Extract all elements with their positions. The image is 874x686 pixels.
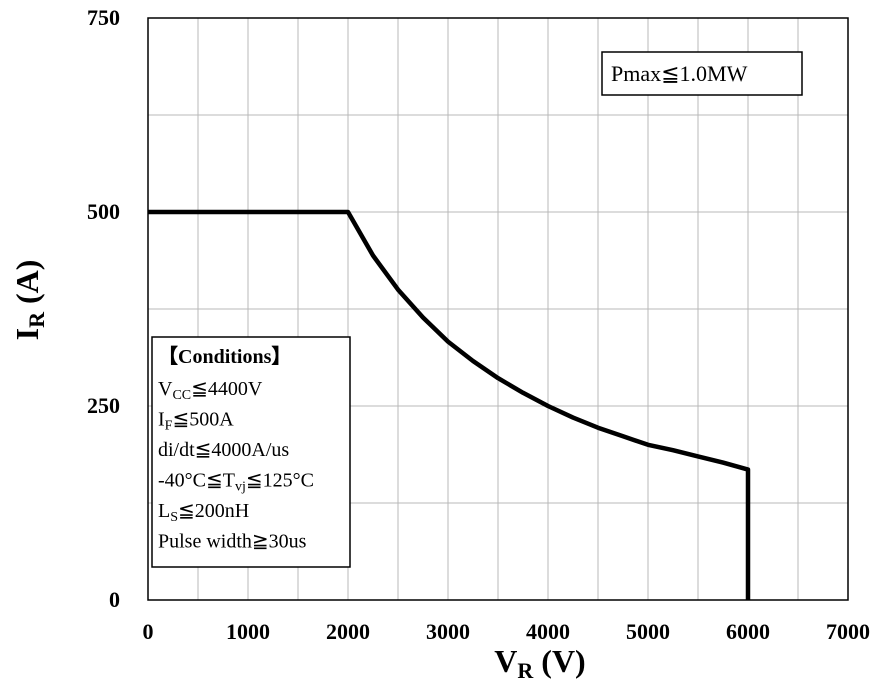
- x-tick-label: 0: [143, 619, 154, 644]
- x-tick-label: 5000: [626, 619, 670, 644]
- x-axis-title: VR (V): [494, 643, 585, 683]
- pmax-label: Pmax≦1.0MW: [611, 61, 748, 86]
- plot-frame: [147, 17, 849, 601]
- condition-line: Pulse width≧30us: [158, 531, 307, 553]
- condition-line: VCC≦4400V: [158, 378, 263, 403]
- conditions-box: 【Conditions】 VCC≦4400V IF≦500A di/dt≦4000A…: [151, 336, 351, 568]
- y-tick-label: 0: [109, 587, 120, 612]
- y-tick-label: 750: [87, 5, 120, 30]
- x-tick-label: 2000: [326, 619, 370, 644]
- series-group: [148, 209, 751, 600]
- x-tick-label: 7000: [826, 619, 870, 644]
- x-tick-label: 6000: [726, 619, 770, 644]
- y-tick-labels: 0 250 500 750: [87, 5, 120, 612]
- condition-line: LS≦200nH: [158, 500, 249, 525]
- x-tick-label: 1000: [226, 619, 270, 644]
- conditions-title: 【Conditions】: [158, 345, 291, 368]
- x-tick-labels: 0 1000 2000 3000 4000 5000 6000 7000: [143, 619, 871, 644]
- grid-lines: [148, 18, 848, 600]
- x-tick-label: 4000: [526, 619, 570, 644]
- condition-line: -40°C≦Tvj≦125°C: [158, 470, 314, 495]
- series-line: [148, 209, 751, 600]
- x-tick-label: 3000: [426, 619, 470, 644]
- pmax-annotation: Pmax≦1.0MW: [601, 51, 803, 96]
- condition-line: di/dt≦4000A/us: [158, 439, 289, 461]
- conditions-lines: VCC≦4400V IF≦500A di/dt≦4000A/us -40°C≦Tvj≦…: [158, 378, 314, 553]
- y-tick-label: 500: [87, 199, 120, 224]
- y-tick-label: 250: [87, 393, 120, 418]
- y-axis-title: IR (A): [9, 260, 49, 341]
- condition-line: IF≦500A: [158, 409, 234, 434]
